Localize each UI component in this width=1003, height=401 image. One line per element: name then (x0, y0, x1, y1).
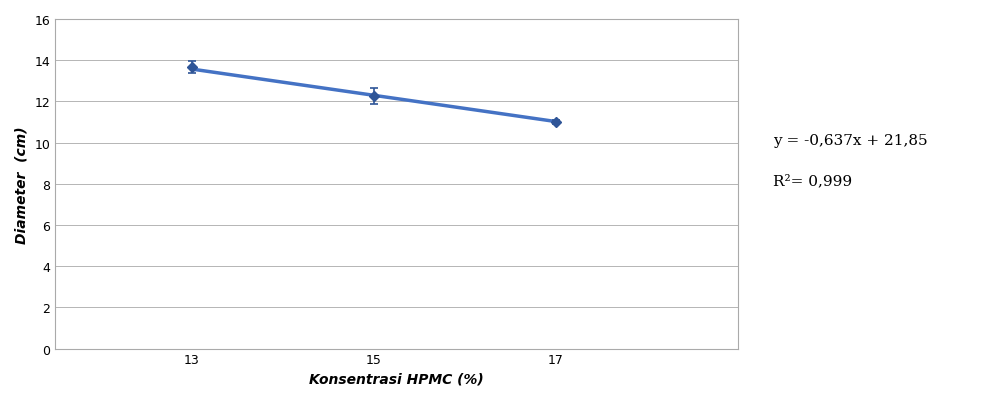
X-axis label: Konsentrasi HPMC (%): Konsentrasi HPMC (%) (309, 372, 483, 386)
Text: R²= 0,999: R²= 0,999 (772, 174, 852, 187)
Text: y = -0,637x + 21,85: y = -0,637x + 21,85 (772, 134, 927, 147)
Y-axis label: Diameter  (cm): Diameter (cm) (15, 126, 29, 243)
